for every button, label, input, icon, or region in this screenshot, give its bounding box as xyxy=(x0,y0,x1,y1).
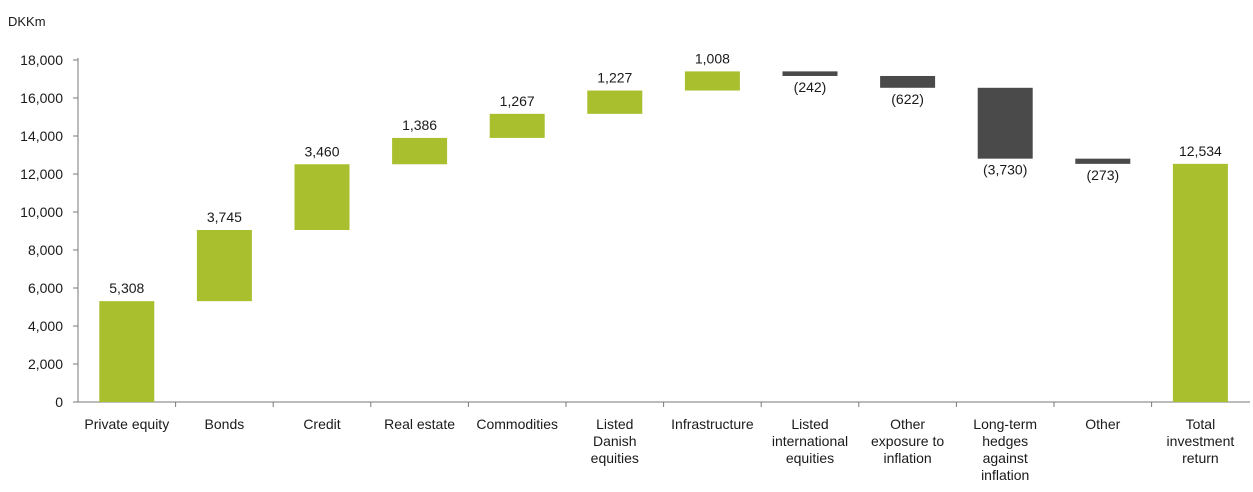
category-label-line: Other xyxy=(890,416,925,432)
chart-axes: 0 2,000 4,000 6,000 8,000 10,000 12,000 14,000 1… xyxy=(20,52,1250,410)
y-tick-label: 12,000 xyxy=(20,166,63,182)
bar-9 xyxy=(880,75,936,88)
category-label-7: Infrastructure xyxy=(671,416,754,432)
category-label-3: Credit xyxy=(303,416,340,432)
data-label-1: 5,308 xyxy=(109,280,144,296)
category-label-line: Other xyxy=(1085,416,1120,432)
category-label-2: Bonds xyxy=(205,416,245,432)
category-label-1: Private equity xyxy=(84,416,169,432)
category-label-line: Credit xyxy=(303,416,340,432)
y-axis-unit-label: DKKm xyxy=(8,14,46,29)
category-label-line: equities xyxy=(786,450,834,466)
data-label-10: (3,730) xyxy=(983,162,1027,178)
data-label-12: 12,534 xyxy=(1179,143,1222,159)
category-label-line: Infrastructure xyxy=(671,416,754,432)
y-tick-label: 6,000 xyxy=(28,280,63,296)
bar-12 xyxy=(1172,163,1228,402)
category-label-line: Long-term xyxy=(973,416,1037,432)
bar-7 xyxy=(684,71,740,91)
category-label-12: Total investment return xyxy=(1167,416,1235,466)
category-label-line: against xyxy=(983,450,1028,466)
category-label-line: Danish xyxy=(593,433,637,449)
data-label-6: 1,227 xyxy=(597,70,632,86)
category-label-line: Private equity xyxy=(84,416,169,432)
bar-5 xyxy=(489,113,545,138)
bar-6 xyxy=(587,90,643,114)
category-label-line: hedges xyxy=(982,433,1028,449)
category-label-5: Commodities xyxy=(476,416,558,432)
category-label-line: inflation xyxy=(883,450,931,466)
category-label-line: equities xyxy=(591,450,639,466)
category-label-9: Other exposure to inflation xyxy=(871,416,944,466)
data-label-8: (242) xyxy=(794,79,827,95)
category-label-6: Listed Danish equities xyxy=(591,416,639,466)
category-label-line: Listed xyxy=(791,416,828,432)
bar-8 xyxy=(782,71,838,76)
category-label-line: Commodities xyxy=(476,416,558,432)
data-label-7: 1,008 xyxy=(695,50,730,66)
chart-data-labels: 5,308 3,745 3,460 1,386 1,267 1,227 1,008 (242)… xyxy=(109,50,1222,296)
category-label-11: Other xyxy=(1085,416,1120,432)
y-tick-label: 10,000 xyxy=(20,204,63,220)
category-label-line: international xyxy=(772,433,848,449)
chart-bars xyxy=(99,71,1228,402)
category-label-line: inflation xyxy=(981,467,1029,483)
y-tick-label: 0 xyxy=(55,394,63,410)
data-label-9: (622) xyxy=(891,91,924,107)
category-label-line: return xyxy=(1182,450,1219,466)
data-label-11: (273) xyxy=(1086,167,1119,183)
y-tick-label: 14,000 xyxy=(20,128,63,144)
bar-10 xyxy=(977,87,1033,159)
category-label-line: investment xyxy=(1167,433,1235,449)
category-label-4: Real estate xyxy=(384,416,455,432)
y-tick-label: 4,000 xyxy=(28,318,63,334)
data-label-4: 1,386 xyxy=(402,117,437,133)
bar-3 xyxy=(294,164,350,230)
y-tick-label: 2,000 xyxy=(28,356,63,372)
category-label-line: Listed xyxy=(596,416,633,432)
bar-1 xyxy=(99,301,155,402)
y-tick-label: 8,000 xyxy=(28,242,63,258)
category-label-line: Total xyxy=(1186,416,1216,432)
y-tick-label: 18,000 xyxy=(20,52,63,68)
bar-11 xyxy=(1075,158,1131,164)
bar-4 xyxy=(392,137,448,165)
data-label-3: 3,460 xyxy=(304,143,339,159)
data-label-2: 3,745 xyxy=(207,209,242,225)
category-label-line: Real estate xyxy=(384,416,455,432)
bar-2 xyxy=(196,229,252,302)
y-tick-label: 16,000 xyxy=(20,90,63,106)
category-label-8: Listed international equities xyxy=(772,416,848,466)
category-label-line: Bonds xyxy=(205,416,245,432)
category-label-10: Long-term hedges against inflation xyxy=(973,416,1037,483)
category-label-line: exposure to xyxy=(871,433,944,449)
chart-category-labels: Private equity Bonds Credit Real estate Comm… xyxy=(84,416,1234,483)
data-label-5: 1,267 xyxy=(500,93,535,109)
